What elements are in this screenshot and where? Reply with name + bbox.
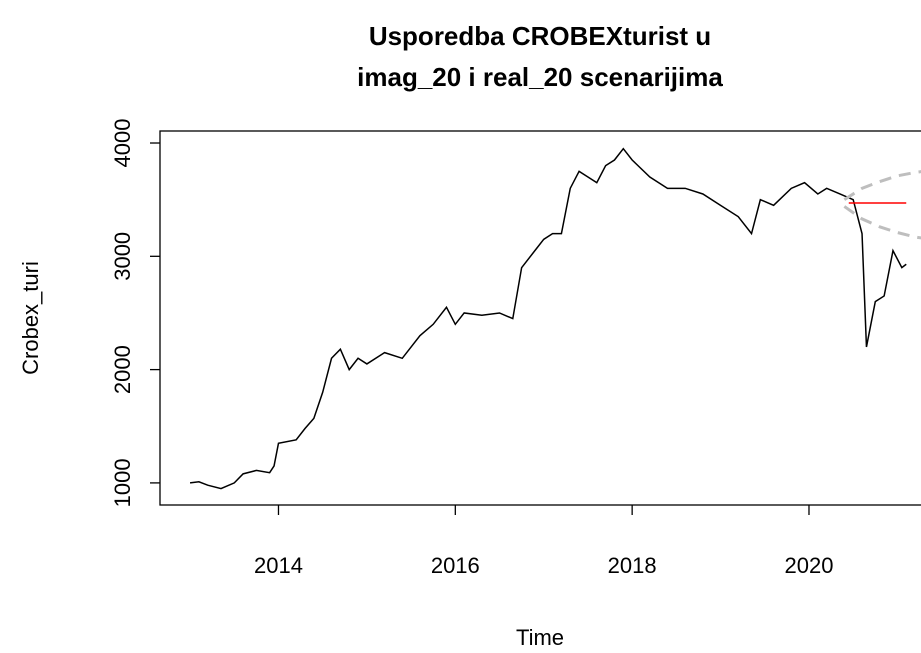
x-axis-label: Time	[516, 625, 564, 650]
chart-subtitle: imag_20 i real_20 scenarijima	[357, 62, 723, 92]
series-line	[189, 147, 907, 490]
x-tick-label: 2020	[785, 553, 834, 578]
x-tick-label: 2014	[254, 553, 303, 578]
y-tick-label: 1000	[110, 458, 135, 507]
chart-title: Usporedba CROBEXturist u	[369, 21, 711, 51]
x-tick-label: 2016	[431, 553, 480, 578]
plot-frame	[159, 130, 921, 506]
y-tick-label: 2000	[110, 345, 135, 394]
series-line	[843, 205, 921, 240]
y-axis-label: Crobex_turi	[18, 261, 43, 375]
x-tick-label: 2018	[608, 553, 657, 578]
y-tick-label: 3000	[110, 232, 135, 281]
y-tick-label: 4000	[110, 119, 135, 168]
series-line	[843, 170, 921, 201]
